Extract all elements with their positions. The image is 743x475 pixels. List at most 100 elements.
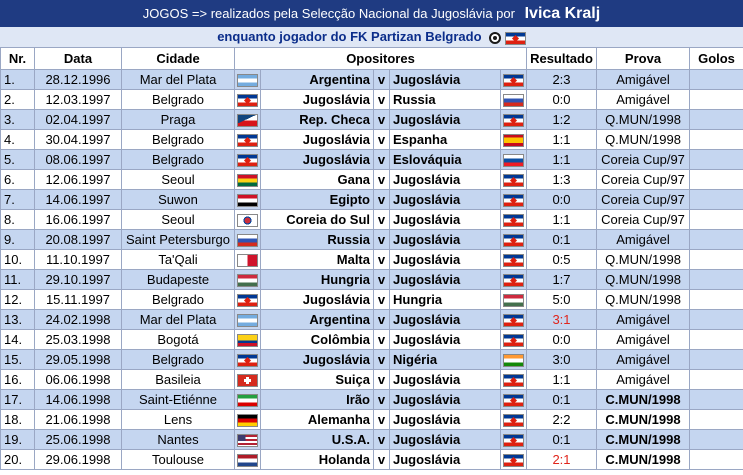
cell-golos [689,69,743,90]
usa-flag-icon [237,434,258,448]
cell-golos [689,369,743,390]
cell-home-team: Gana [260,169,374,190]
cell-versus: v [373,389,390,410]
yug-flag-icon [503,194,524,208]
cell-data: 25.03.1998 [34,329,122,350]
cell-resultado: 2:1 [526,449,597,470]
arg-flag-icon [237,314,258,328]
cell-nr: 9. [0,229,35,250]
cell-away-team: Jugoslávia [389,189,501,210]
cell-cidade: Belgrado [121,349,235,370]
cell-cidade: Belgrado [121,89,235,110]
cell-data: 21.06.1998 [34,409,122,430]
cell-nr: 11. [0,269,35,290]
cell-cidade: Saint-Etiénne [121,389,235,410]
cell-resultado: 3:1 [526,309,597,330]
cell-home-team: Coreia do Sul [260,209,374,230]
cell-cidade: Budapeste [121,269,235,290]
cell-prova: Amigável [596,89,690,110]
cell-home-flag [234,229,261,250]
cell-cidade: Suwon [121,189,235,210]
cell-nr: 6. [0,169,35,190]
matches-table: Nr. Data Cidade Opositores Resultado Pro… [0,47,743,470]
cell-nr: 17. [0,389,35,410]
cell-away-flag [500,409,527,430]
cell-data: 12.03.1997 [34,89,122,110]
cell-home-flag [234,169,261,190]
cell-resultado: 0:0 [526,189,597,210]
arg-flag-icon [237,74,258,88]
cell-away-flag [500,169,527,190]
yugoslavia-flag-icon [504,31,526,45]
yug-flag-icon [237,134,258,148]
rus-flag-icon [503,94,524,108]
subtitle-text: enquanto jogador do FK Partizan Belgrado [217,29,482,44]
cell-resultado: 0:1 [526,389,597,410]
cell-away-flag [500,369,527,390]
cell-resultado: 0:0 [526,89,597,110]
cell-nr: 16. [0,369,35,390]
col-header-golos: Golos [689,47,743,70]
cell-nr: 13. [0,309,35,330]
cell-prova: Q.MUN/1998 [596,269,690,290]
cell-versus: v [373,229,390,250]
cell-away-team: Jugoslávia [389,449,501,470]
cell-nr: 10. [0,249,35,270]
cell-data: 29.06.1998 [34,449,122,470]
cell-away-flag [500,109,527,130]
sui-flag-icon [237,374,258,388]
cell-data: 15.11.1997 [34,289,122,310]
cell-golos [689,389,743,410]
cell-away-flag [500,189,527,210]
table-row: 7. 14.06.1997 Suwon Egipto v Jugoslávia 0:0 Cor… [0,189,743,210]
cell-away-team: Jugoslávia [389,389,501,410]
cell-golos [689,249,743,270]
club-emblem-icon [489,32,502,45]
cell-home-flag [234,369,261,390]
cell-home-flag [234,389,261,410]
cell-away-team: Russia [389,89,501,110]
cell-versus: v [373,349,390,370]
table-row: 17. 14.06.1998 Saint-Etiénne Irão v Jugoslávi… [0,389,743,410]
cell-home-flag [234,409,261,430]
table-row: 20. 29.06.1998 Toulouse Holanda v Jugoslávia 2… [0,449,743,470]
cell-home-team: Rep. Checa [260,109,374,130]
cell-prova: C.MUN/1998 [596,409,690,430]
cell-versus: v [373,309,390,330]
col-header-cidade: Cidade [121,47,235,70]
cell-resultado: 1:1 [526,209,597,230]
yug-flag-icon [503,174,524,188]
cell-cidade: Seoul [121,169,235,190]
cell-away-team: Jugoslávia [389,69,501,90]
table-row: 6. 12.06.1997 Seoul Gana v Jugoslávia 1:3 Corei… [0,169,743,190]
cell-versus: v [373,169,390,190]
table-body: 1. 28.12.1996 Mar del Plata Argentina v Jugos… [0,69,743,470]
cell-home-flag [234,269,261,290]
cell-away-flag [500,289,527,310]
cell-nr: 14. [0,329,35,350]
table-row: 2. 12.03.1997 Belgrado Jugoslávia v Russia 0:0… [0,89,743,110]
cell-data: 12.06.1997 [34,169,122,190]
yug-flag-icon [237,354,258,368]
cell-home-flag [234,109,261,130]
cell-away-team: Nigéria [389,349,501,370]
title-prefix: JOGOS => realizados pela Selecção Nacion… [142,6,515,21]
esp-flag-icon [503,134,524,148]
cell-nr: 7. [0,189,35,210]
yug-flag-icon [237,94,258,108]
cell-prova: C.MUN/1998 [596,449,690,470]
cell-golos [689,229,743,250]
cell-golos [689,309,743,330]
cell-resultado: 0:1 [526,429,597,450]
cell-home-team: Russia [260,229,374,250]
yug-flag-icon [503,274,524,288]
cell-golos [689,349,743,370]
cell-home-flag [234,429,261,450]
cell-home-flag [234,449,261,470]
cell-prova: C.MUN/1998 [596,429,690,450]
cell-prova: Q.MUN/1998 [596,129,690,150]
cell-cidade: Mar del Plata [121,309,235,330]
cell-home-team: Suiça [260,369,374,390]
cell-prova: Amigável [596,309,690,330]
cell-home-team: Hungria [260,269,374,290]
